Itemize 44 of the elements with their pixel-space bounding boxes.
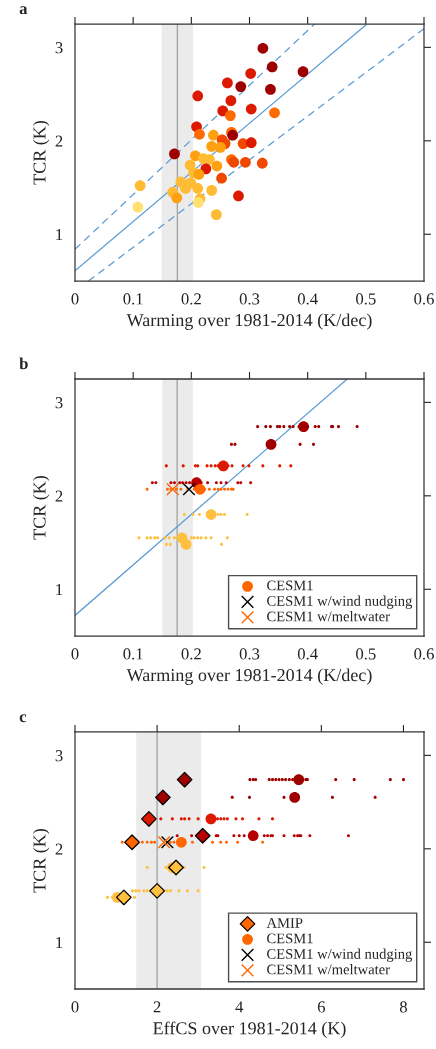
x-tick-label: 0.6 [414, 648, 434, 660]
legend-label: CESM1 w/meltwater [267, 611, 390, 622]
y-tick-label: 1 [56, 229, 63, 241]
legend-label: AMIP [266, 918, 303, 928]
x-tick-label: 0.2 [181, 648, 201, 660]
x-tick-label: 0.3 [239, 648, 260, 660]
x-tick-label: 0.4 [297, 648, 318, 660]
y-tick-label: 3 [55, 750, 63, 762]
x-tick-label: 0 [71, 293, 79, 305]
x-tick-label: 0 [71, 648, 79, 660]
x-tick-label: 8 [399, 1001, 407, 1013]
x-tick-label: 0.2 [181, 293, 201, 305]
y-tick-label: 2 [55, 843, 63, 855]
chart-title: a [19, 6, 28, 15]
x-tick-label: 0 [71, 1001, 79, 1013]
y-tick-label: 1 [56, 584, 63, 596]
x-tick-label: 0.1 [123, 648, 143, 660]
legend-label: CESM1 w/meltwater [267, 964, 390, 975]
legend-label: CESM1 w/wind nudging [267, 948, 413, 962]
y-tick-label: 3 [55, 397, 63, 409]
y-axis-title: TCR (K) [32, 120, 50, 185]
y-axis-title: TCR (K) [32, 828, 50, 893]
chart-title: c [19, 714, 27, 723]
x-tick-label: 0.4 [297, 293, 318, 305]
y-tick-label: 2 [55, 135, 63, 147]
x-axis-title: Warming over 1981-2014 (K/dec) [126, 668, 372, 685]
x-tick-label: 0.1 [123, 293, 143, 305]
x-axis-title: Warming over 1981-2014 (K/dec) [126, 313, 372, 330]
y-tick-label: 2 [55, 490, 63, 502]
legend-label: CESM1 w/wind nudging [267, 595, 413, 609]
x-tick-label: 0.3 [239, 293, 260, 305]
y-axis-title: TCR (K) [32, 475, 50, 540]
x-tick-label: 4 [235, 1001, 244, 1013]
x-tick-label: 6 [317, 1001, 326, 1013]
y-tick-label: 1 [56, 937, 63, 949]
x-tick-label: 0.5 [356, 648, 376, 660]
legend-label: CESM1 [267, 580, 313, 591]
x-tick-label: 0.6 [414, 293, 434, 305]
x-axis-title: EffCS over 1981-2014 (K) [153, 1021, 346, 1039]
legend-label: CESM1 [267, 933, 313, 944]
chart-title: b [19, 357, 28, 370]
x-tick-label: 0.5 [356, 293, 376, 305]
x-tick-label: 2 [153, 1001, 161, 1013]
y-tick-label: 3 [55, 42, 63, 54]
